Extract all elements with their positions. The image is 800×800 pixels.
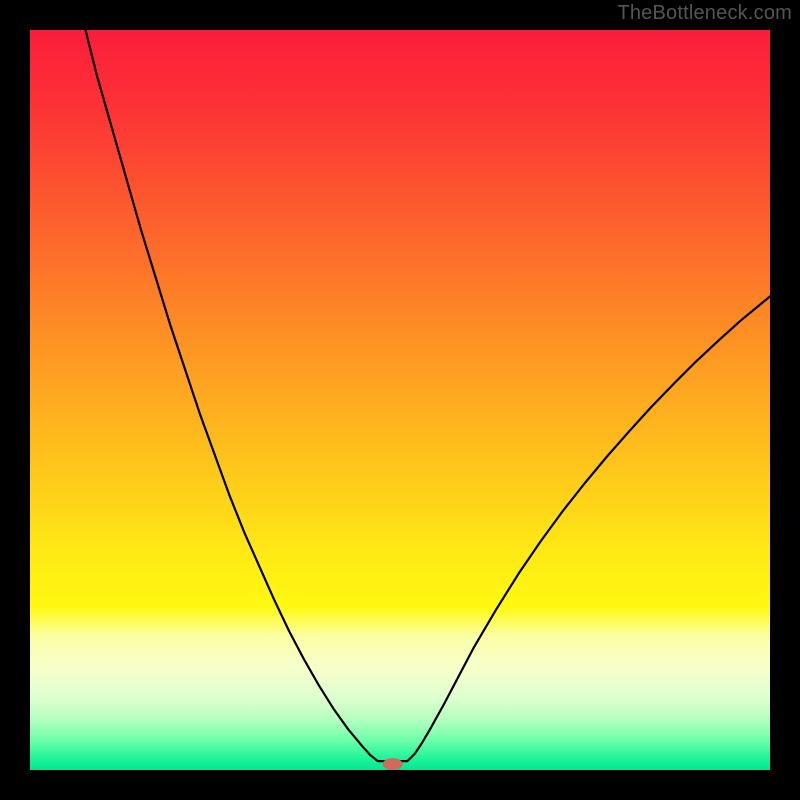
optimum-marker <box>383 758 403 770</box>
chart-stage: TheBottleneck.com <box>0 0 800 800</box>
watermark-text: TheBottleneck.com <box>617 2 792 25</box>
plot-area <box>30 30 770 770</box>
bottleneck-chart-svg <box>30 30 770 770</box>
